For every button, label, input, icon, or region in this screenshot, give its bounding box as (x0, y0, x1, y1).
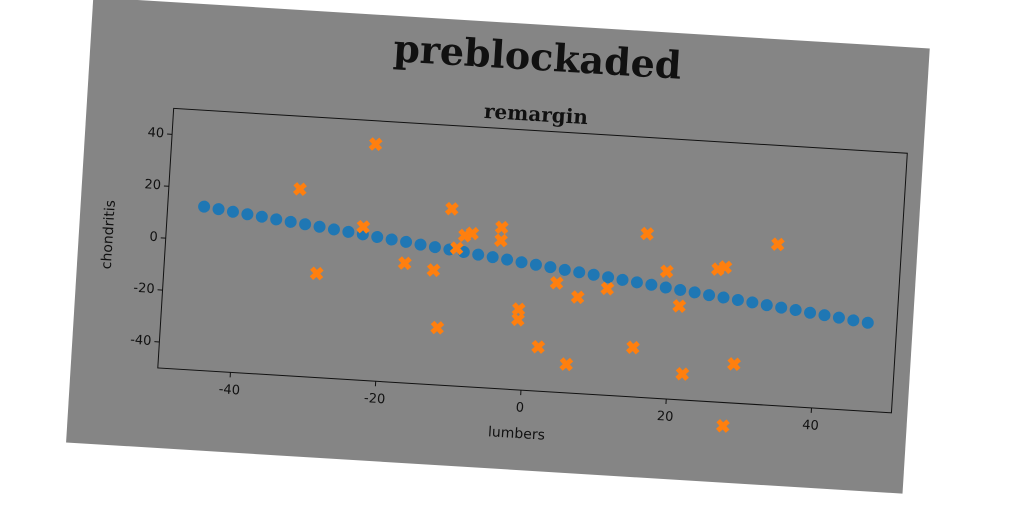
point (430, 320, 445, 335)
point (529, 258, 542, 271)
point (284, 215, 297, 228)
point (472, 248, 485, 261)
point (426, 263, 441, 278)
point (371, 231, 384, 244)
point (494, 220, 509, 235)
point (241, 208, 254, 221)
x-axis-label: lumbers (488, 424, 546, 443)
point (789, 304, 802, 317)
point (760, 299, 773, 312)
point (659, 264, 674, 279)
point (486, 251, 499, 264)
point (531, 339, 546, 354)
chart-panel: preblockaded remargin lumbers chondritis… (66, 0, 930, 494)
point (465, 226, 480, 241)
point (703, 289, 716, 302)
point (659, 281, 672, 294)
point (501, 253, 514, 266)
point (688, 286, 701, 299)
point (549, 275, 564, 290)
y-tick-label: -40 (130, 333, 152, 349)
x-tick-label: -40 (218, 382, 240, 398)
y-tick-label: 0 (149, 230, 158, 245)
point (600, 281, 615, 296)
point (625, 340, 640, 355)
point (570, 290, 585, 305)
point (746, 296, 759, 309)
point (718, 260, 733, 275)
point (675, 367, 690, 381)
point (270, 213, 283, 226)
point (397, 256, 412, 271)
point (255, 210, 268, 223)
point (385, 233, 398, 246)
point (428, 241, 441, 254)
y-tick-label: 20 (144, 177, 161, 193)
point (818, 309, 831, 322)
point (804, 306, 817, 319)
x-tick-label: -20 (364, 391, 386, 407)
x-tick-label: 0 (515, 400, 524, 415)
x-tick-label: 40 (802, 418, 819, 434)
point (616, 273, 629, 286)
point (731, 293, 744, 306)
point (861, 316, 874, 329)
point (293, 182, 307, 197)
point (715, 418, 730, 433)
point (770, 237, 785, 252)
y-tick-label: 40 (147, 125, 164, 141)
point (544, 261, 557, 274)
point (630, 276, 643, 289)
point (400, 235, 413, 248)
point (226, 205, 239, 218)
point (414, 238, 427, 251)
point (327, 223, 340, 236)
point (587, 268, 600, 281)
point (511, 312, 525, 327)
point (602, 271, 615, 284)
point (444, 201, 459, 216)
point (198, 200, 211, 213)
y-axis-label: chondritis (99, 200, 119, 270)
point (511, 302, 526, 317)
point (559, 357, 574, 372)
point (449, 241, 464, 256)
point (674, 283, 687, 296)
y-tick-label: -20 (133, 281, 155, 297)
point (558, 263, 571, 276)
point (309, 266, 324, 281)
point (573, 266, 586, 279)
point (775, 301, 788, 314)
point (368, 137, 383, 152)
point (832, 311, 845, 324)
point (672, 299, 687, 313)
point (356, 219, 371, 234)
point (515, 256, 528, 269)
point (645, 278, 658, 291)
x-tick-label: 20 (656, 409, 673, 425)
point (212, 203, 225, 216)
point (313, 220, 326, 233)
point (847, 314, 860, 327)
point (299, 218, 312, 231)
point (717, 291, 730, 304)
point (640, 226, 655, 241)
point (342, 225, 355, 238)
point (494, 233, 508, 248)
point (727, 357, 741, 372)
